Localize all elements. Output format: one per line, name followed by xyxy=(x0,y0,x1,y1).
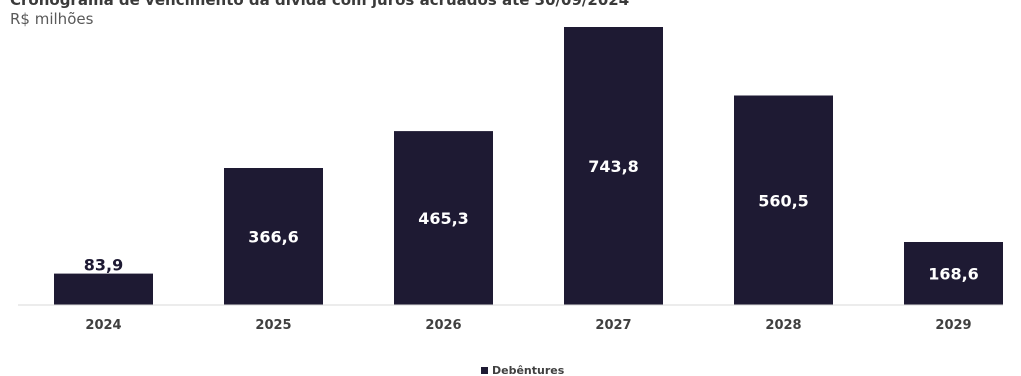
bar-2027 xyxy=(564,27,663,305)
x-tick-label-2029: 2029 xyxy=(935,318,971,333)
data-label-2025: 366,6 xyxy=(248,228,299,247)
data-label-2026: 465,3 xyxy=(418,209,469,228)
bar-2026 xyxy=(394,131,493,305)
data-label-2028: 560,5 xyxy=(758,191,809,210)
chart-title: Cronograma de vencimento da dívida com j… xyxy=(10,0,630,9)
data-label-2024: 83,9 xyxy=(84,256,123,275)
bar-2025 xyxy=(224,168,323,305)
x-tick-labels: 2024 2025 2026 2027 2028 2029 xyxy=(85,318,971,333)
data-label-2029: 168,6 xyxy=(928,265,979,284)
x-tick-label-2025: 2025 xyxy=(255,318,291,333)
legend-swatch xyxy=(481,367,488,374)
bar-2028 xyxy=(734,95,833,305)
chart-subtitle: R$ milhões xyxy=(10,10,94,28)
x-tick-label-2024: 2024 xyxy=(85,318,121,333)
x-tick-label-2027: 2027 xyxy=(595,318,631,333)
bars-layer: 83,9 366,6 465,3 743,8 560,5 168,6 xyxy=(54,27,1003,305)
bar-2024 xyxy=(54,273,153,305)
data-label-2027: 743,8 xyxy=(588,157,639,176)
bar-2029 xyxy=(904,242,1003,305)
x-tick-label-2026: 2026 xyxy=(425,318,461,333)
legend: Debêntures xyxy=(481,364,565,376)
x-tick-label-2028: 2028 xyxy=(765,318,801,333)
legend-label-debentures: Debêntures xyxy=(492,364,565,376)
